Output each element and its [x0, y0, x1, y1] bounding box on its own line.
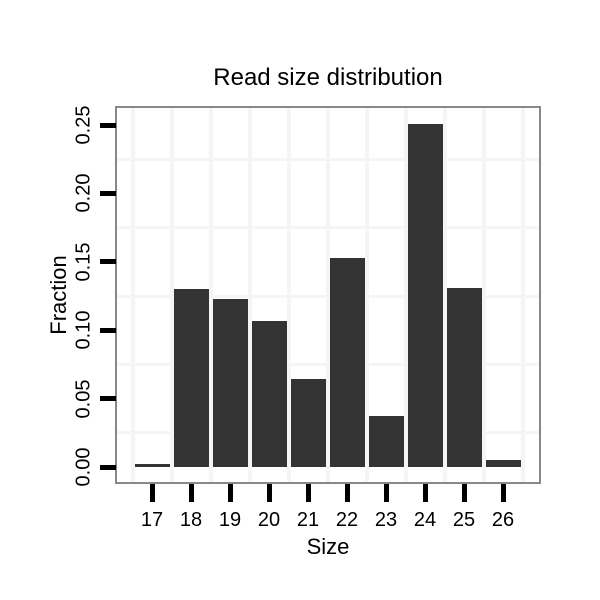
x-axis-tick-label: 20	[257, 509, 281, 531]
bar-size-21	[290, 379, 326, 467]
y-axis-tick	[100, 396, 116, 402]
x-axis-tick-label: 25	[452, 509, 476, 531]
x-axis-tick-label: 21	[296, 509, 320, 531]
bar-size-23	[368, 416, 404, 467]
y-axis-title: Fraction	[46, 255, 71, 335]
x-axis-tick	[344, 484, 350, 502]
x-axis-tick	[305, 484, 311, 502]
x-axis-tick	[500, 484, 506, 502]
horizontal-gridline	[117, 226, 539, 230]
bar-size-26	[485, 460, 521, 467]
x-axis-tick	[383, 484, 389, 502]
bar-size-24	[407, 123, 443, 467]
x-axis-tick	[227, 484, 233, 502]
y-axis-tick	[100, 190, 116, 196]
bar-size-18	[173, 289, 209, 467]
y-axis-tick	[100, 259, 116, 265]
y-axis-tick-label: 0.15	[72, 242, 95, 282]
y-axis-tick-label: 0.10	[72, 310, 95, 350]
x-axis-tick	[266, 484, 272, 502]
x-axis-tick-label: 26	[491, 509, 515, 531]
x-axis-tick	[188, 484, 194, 502]
y-axis-tick-label: 0.20	[72, 173, 95, 213]
x-axis-tick-label: 22	[335, 509, 359, 531]
horizontal-gridline	[117, 431, 539, 435]
horizontal-gridline	[117, 362, 539, 366]
y-axis-tick	[100, 327, 116, 333]
y-axis-tick	[100, 464, 116, 470]
x-axis-tick-label: 19	[218, 509, 242, 531]
plot-panel	[115, 106, 541, 484]
x-axis-tick-label: 24	[413, 509, 437, 531]
x-axis-tick	[422, 484, 428, 502]
x-axis-tick-label: 18	[179, 509, 203, 531]
chart-title: Read size distribution	[213, 64, 443, 91]
bar-size-17	[134, 464, 170, 467]
x-axis-tick-label: 17	[140, 509, 164, 531]
bar-size-25	[446, 287, 482, 467]
x-axis-tick	[149, 484, 155, 502]
bar-size-22	[329, 257, 365, 467]
bar-size-19	[212, 298, 248, 467]
horizontal-gridline	[117, 294, 539, 298]
y-axis-tick-label: 0.00	[72, 447, 95, 487]
x-axis-title: Size	[306, 534, 350, 559]
y-axis-tick-label: 0.25	[72, 105, 95, 145]
y-axis-tick-label: 0.05	[72, 379, 95, 419]
bar-size-20	[251, 320, 287, 467]
y-axis-tick	[100, 122, 116, 128]
x-axis-tick-label: 23	[374, 509, 398, 531]
horizontal-gridline	[117, 157, 539, 161]
x-axis-tick	[461, 484, 467, 502]
